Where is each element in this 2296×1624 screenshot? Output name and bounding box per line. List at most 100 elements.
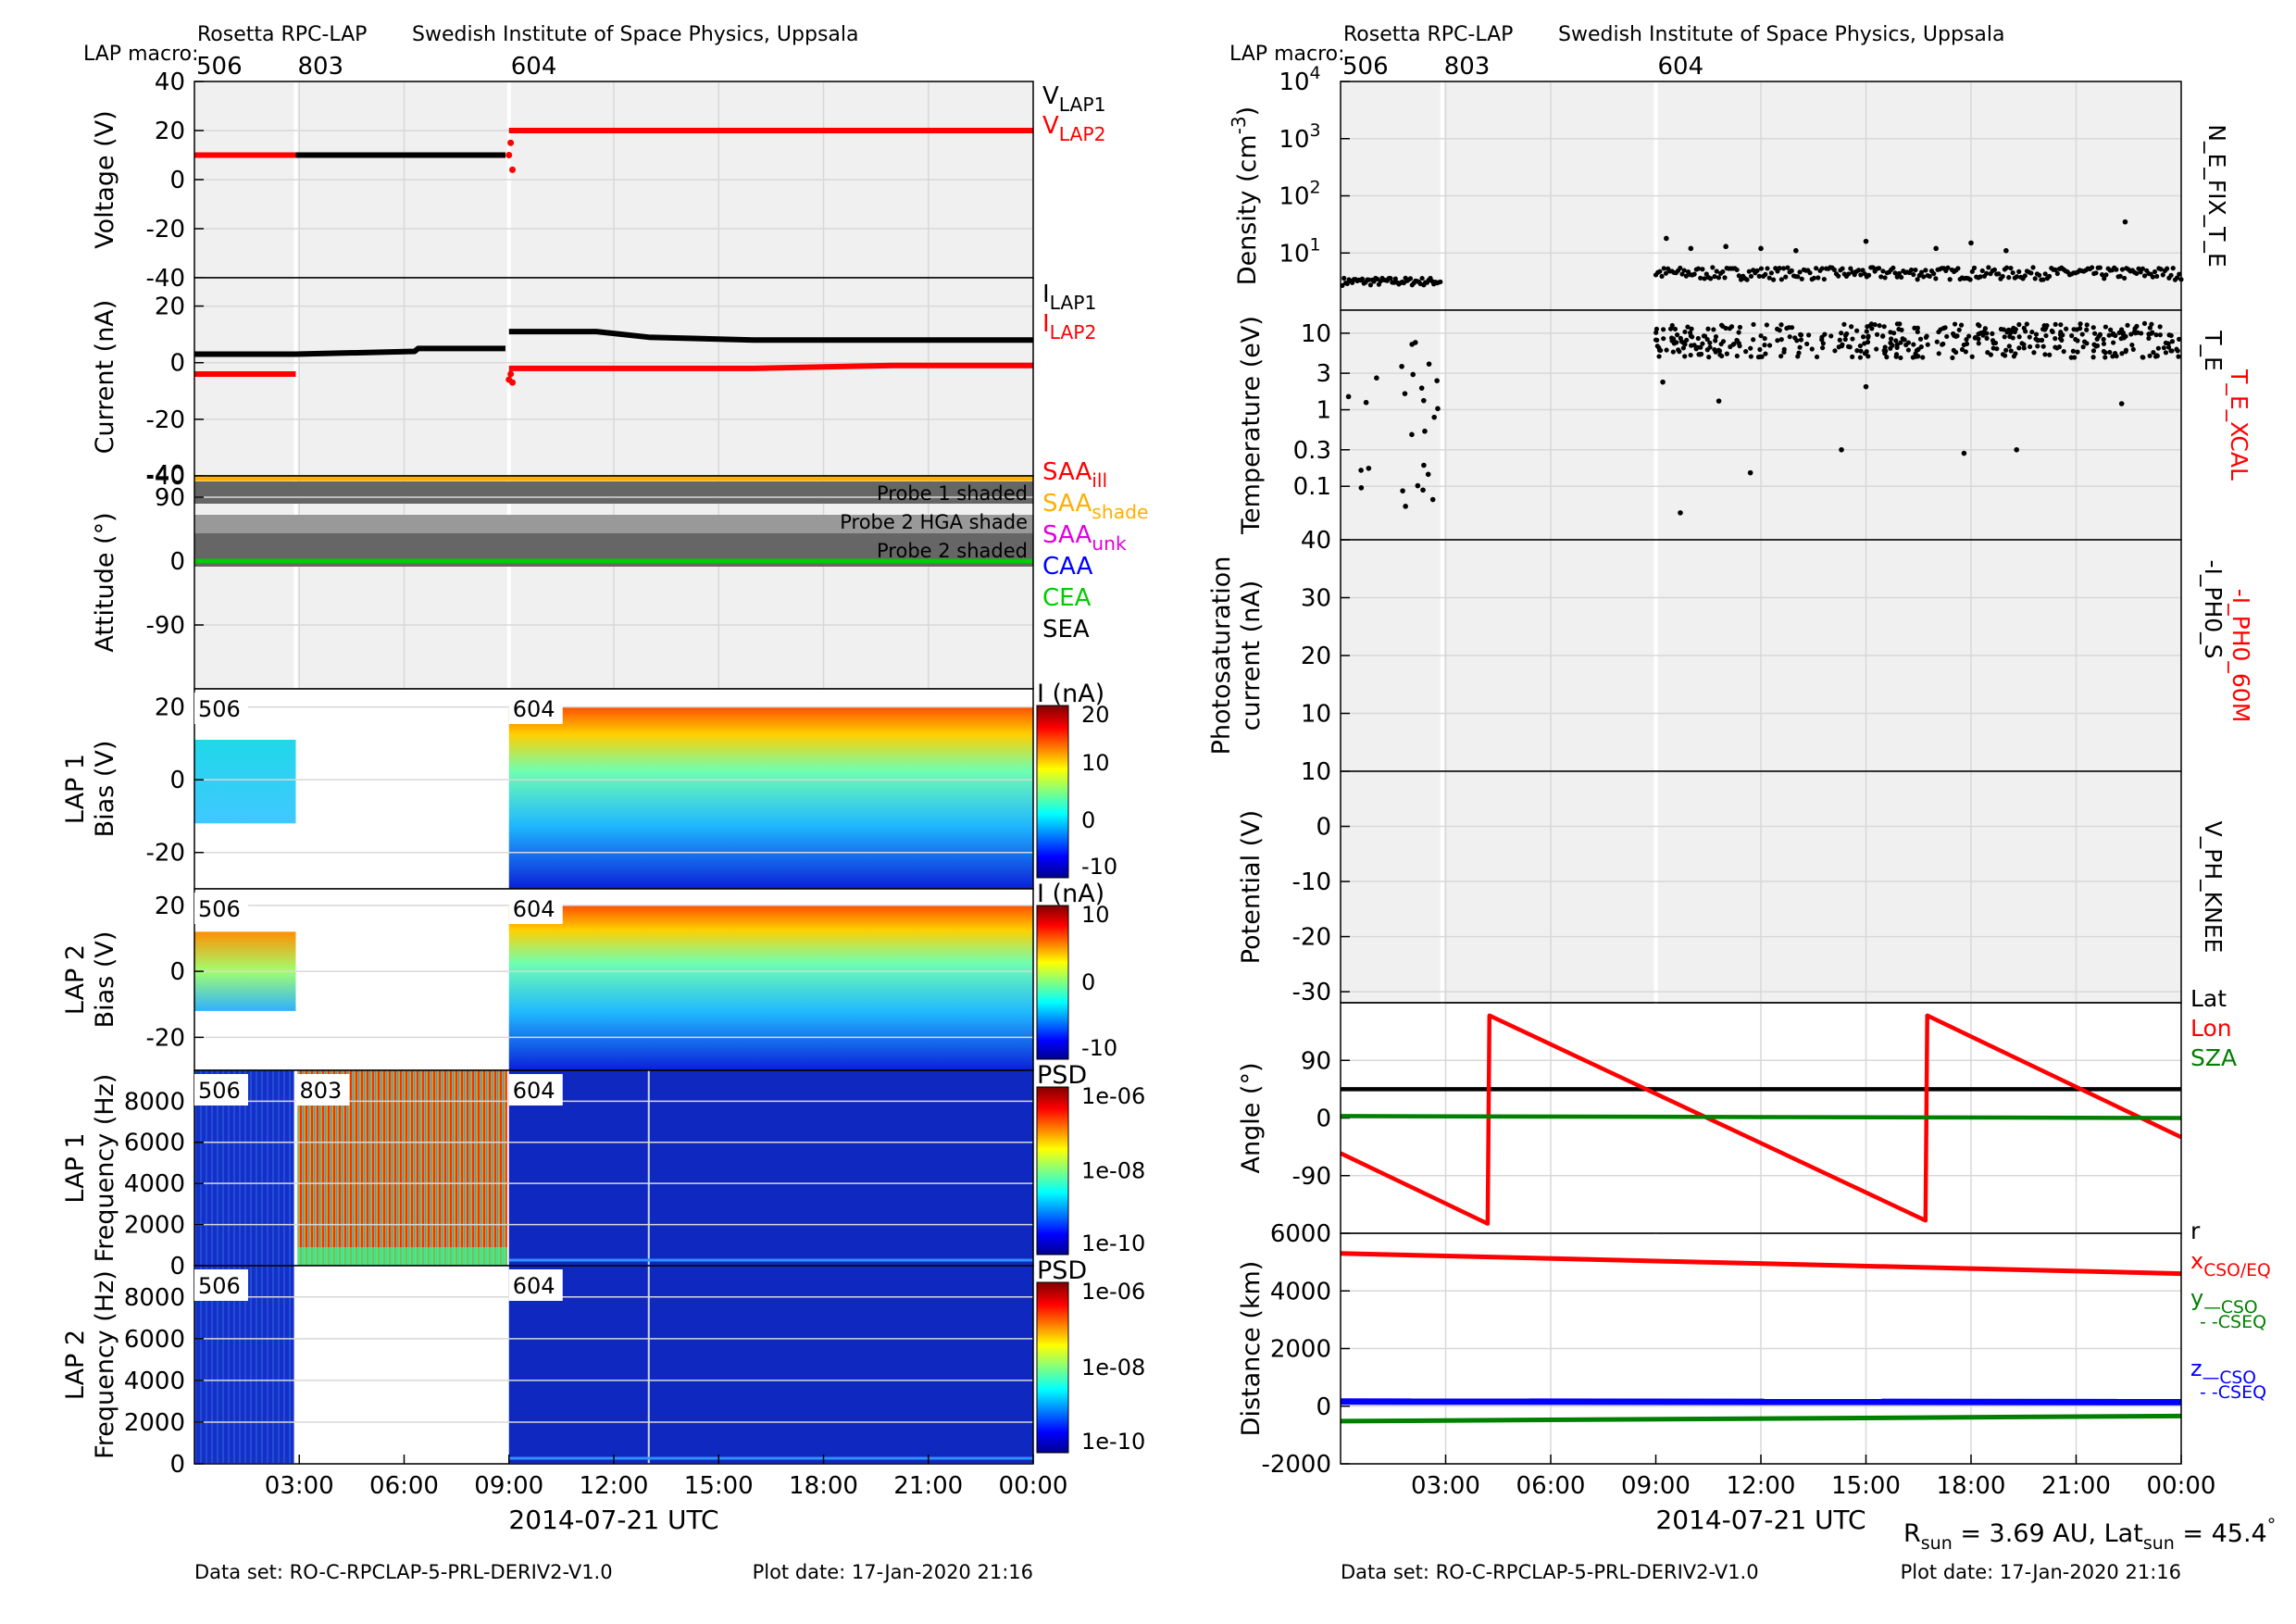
y-tick-label: 4000	[124, 1170, 185, 1198]
colorbar-tick-label: 1e-10	[1081, 1230, 1145, 1256]
density-point	[1892, 270, 1898, 276]
temperature-point	[1690, 334, 1695, 340]
legend-entry: Lat	[2190, 985, 2227, 1012]
density-point	[1856, 268, 1862, 273]
outlier-point	[509, 166, 517, 173]
macro-box-label: 803	[299, 1078, 342, 1104]
legend-entry: Lon	[2190, 1015, 2232, 1042]
legend-entry: y—CSO	[2190, 1285, 2258, 1318]
temperature-point	[1858, 348, 1864, 354]
psd-block-604	[508, 1266, 1033, 1464]
density-point	[2165, 266, 2170, 271]
temperature-point	[1860, 334, 1866, 340]
temperature-point	[1896, 326, 1902, 332]
temperature-point	[1850, 354, 1855, 359]
temperature-point	[1961, 342, 1966, 348]
density-point	[1789, 268, 1794, 274]
y-tick-label: 6000	[124, 1130, 185, 1157]
annotation-label: Probe 2 shaded	[877, 540, 1028, 562]
density-point	[1341, 275, 1347, 281]
density-point	[1858, 272, 1864, 278]
temperature-point	[2129, 342, 2135, 348]
temperature-point	[1658, 347, 1664, 354]
y-tick-label: -20	[146, 1024, 185, 1052]
temperature-point	[2013, 327, 2018, 332]
temperature-point	[1911, 342, 1916, 347]
macro-box-label: 604	[513, 1273, 555, 1299]
density-point	[1807, 270, 1813, 276]
density-point	[1367, 282, 1374, 288]
series-I_LAP1	[508, 329, 1033, 344]
temperature-point	[2073, 336, 2078, 343]
density-point	[2114, 267, 2119, 272]
legend-entry: VLAP1	[1042, 82, 1106, 116]
psd-stripe	[206, 1266, 207, 1464]
y-tick-label: 10	[1301, 758, 1331, 786]
temperature-point	[2116, 330, 2122, 335]
density-point	[1908, 267, 1915, 273]
x-tick-label: 06:00	[1516, 1472, 1586, 1500]
temperature-point	[2163, 340, 2169, 345]
density-point	[1419, 275, 1425, 281]
density-point	[2177, 271, 2182, 277]
temperature-point	[1898, 340, 1903, 345]
temperature-point	[1918, 344, 1924, 350]
y-tick-label: 20	[155, 893, 185, 920]
series-I_LAP2	[508, 362, 1033, 371]
temperature-point	[1707, 340, 1713, 345]
temperature-point	[1345, 394, 1352, 400]
y-axis-label: Voltage (V)	[91, 110, 119, 248]
temperature-outlier	[2014, 446, 2019, 453]
temperature-point	[1697, 352, 1703, 357]
colorbar-tick-label: 10	[1081, 750, 1110, 776]
temperature-point	[1762, 343, 1767, 348]
legend-entry-extra: - -CSEQ	[2200, 1312, 2266, 1332]
y-tick-label: 2000	[1270, 1336, 1331, 1364]
temperature-point	[1915, 329, 1920, 335]
temperature-point	[2169, 339, 2176, 344]
density-outlier	[1933, 245, 1939, 252]
temperature-point	[1778, 322, 1784, 328]
temperature-point	[2103, 350, 2108, 356]
y-axis-label: Bias (V)	[91, 931, 119, 1029]
probe2-hga-shade-band	[194, 515, 1033, 533]
density-point	[1768, 270, 1774, 276]
temperature-point	[2163, 350, 2169, 356]
macro-box-label-bg	[508, 693, 563, 724]
temperature-point	[2027, 334, 2032, 340]
temperature-point	[1688, 352, 1693, 358]
psd-stripe	[250, 1070, 252, 1266]
temperature-point	[2166, 332, 2172, 338]
psd-stripe	[228, 1070, 230, 1266]
y-tick-label: -10	[1292, 868, 1331, 896]
legend-entry: SEA	[1042, 616, 1090, 643]
density-outlier	[1863, 238, 1869, 244]
density-point	[2054, 270, 2060, 277]
temperature-point	[1806, 332, 1812, 338]
colorbar-label: I (nA)	[1037, 880, 1104, 908]
density-point	[2022, 273, 2028, 279]
density-point	[1848, 266, 1853, 271]
temperature-point	[1751, 337, 1756, 343]
density-point	[2010, 269, 2015, 276]
macro-id: 604	[511, 53, 557, 81]
temperature-point	[2008, 348, 2014, 354]
density-point	[1710, 265, 1716, 270]
legend-entry: CEA	[1042, 584, 1092, 612]
x-tick-label: 12:00	[580, 1472, 649, 1500]
y-axis-label: Temperature (eV)	[1237, 316, 1266, 535]
density-point	[1821, 276, 1827, 282]
y-tick-label: 40	[1301, 527, 1331, 555]
y-axis-label: Current (nA)	[91, 300, 119, 455]
macro-box-label: 604	[513, 1078, 555, 1104]
y-tick-label: 1	[1316, 397, 1331, 425]
density-point	[1878, 274, 1884, 280]
temperature-point	[2005, 327, 2012, 332]
density-point	[1921, 274, 1927, 280]
temperature-point	[1839, 331, 1844, 336]
legend-entry: z—CSO	[2190, 1355, 2256, 1388]
density-point	[2175, 275, 2180, 281]
density-point	[2097, 265, 2103, 270]
psd-stripe	[283, 1266, 285, 1464]
y-tick-label: 0	[1316, 1393, 1331, 1421]
